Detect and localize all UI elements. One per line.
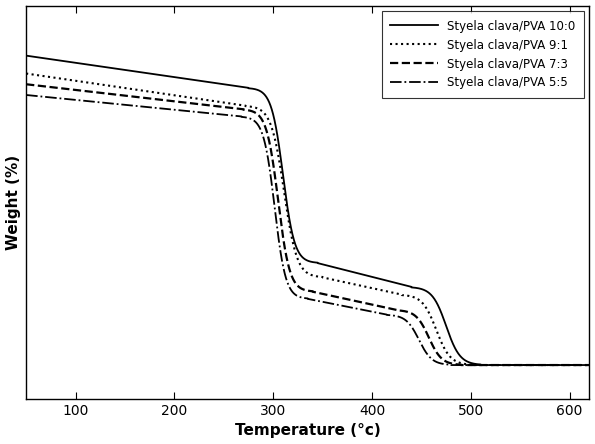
- X-axis label: Temperature (°c): Temperature (°c): [235, 424, 381, 438]
- Legend: Styela clava/PVA 10:0, Styela clava/PVA 9:1, Styela clava/PVA 7:3, Styela clava/: Styela clava/PVA 10:0, Styela clava/PVA …: [382, 12, 584, 98]
- Y-axis label: Weight (%): Weight (%): [5, 155, 21, 250]
